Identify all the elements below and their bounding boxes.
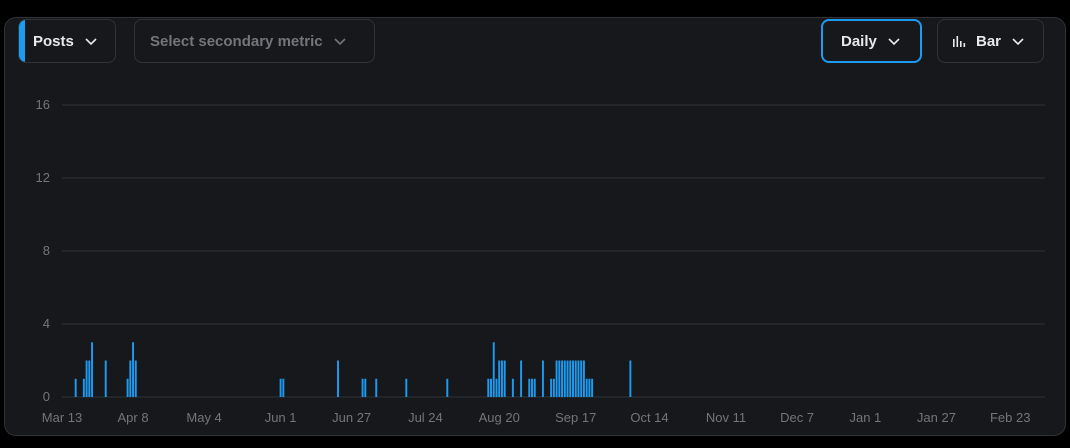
y-tick-label: 4 xyxy=(43,316,50,331)
bar[interactable] xyxy=(585,378,588,397)
x-tick-label: Apr 8 xyxy=(118,410,149,425)
interval-dropdown[interactable]: Daily xyxy=(821,19,922,63)
bar[interactable] xyxy=(282,378,285,397)
bar[interactable] xyxy=(88,360,91,398)
bar[interactable] xyxy=(566,360,569,398)
bar[interactable] xyxy=(572,360,574,398)
x-tick-label: Jun 1 xyxy=(265,410,297,425)
primary-metric-label: Posts xyxy=(33,32,74,50)
chart-type-dropdown[interactable]: Bar xyxy=(937,19,1044,63)
bar[interactable] xyxy=(74,378,77,397)
x-tick-label: Jan 1 xyxy=(849,410,881,425)
bar[interactable] xyxy=(569,360,572,398)
y-tick-label: 12 xyxy=(36,170,50,185)
x-tick-label: May 4 xyxy=(186,410,221,425)
bar[interactable] xyxy=(550,378,553,397)
chevron-down-icon xyxy=(887,34,901,48)
x-tick-label: Jul 24 xyxy=(408,410,443,425)
bar[interactable] xyxy=(132,342,135,397)
x-tick-label: Jan 27 xyxy=(917,410,956,425)
x-tick-label: Nov 11 xyxy=(706,410,746,425)
x-tick-label: Feb 23 xyxy=(990,410,1030,425)
y-axis-tick-labels: 0 4 8 12 16 xyxy=(36,97,50,404)
bar[interactable] xyxy=(552,378,555,397)
bar[interactable] xyxy=(629,360,632,398)
grid-lines xyxy=(62,104,1045,398)
bar[interactable] xyxy=(558,360,561,398)
primary-metric-accent xyxy=(19,20,25,62)
x-axis-tick-labels: Mar 13 Apr 8 May 4 Jun 1 Jun 27 Jul 24 Aug 20 S… xyxy=(42,410,1031,425)
bar[interactable] xyxy=(134,360,137,398)
secondary-metric-dropdown[interactable]: Select secondary metric xyxy=(134,19,375,63)
bar[interactable] xyxy=(364,378,367,397)
bar[interactable] xyxy=(85,360,88,398)
chevron-down-icon xyxy=(1011,34,1025,48)
x-tick-label: Dec 7 xyxy=(780,410,814,425)
bar[interactable] xyxy=(503,360,506,398)
x-tick-label: Aug 20 xyxy=(479,410,520,425)
bar[interactable] xyxy=(126,378,129,397)
chevron-down-icon xyxy=(333,34,347,48)
bar[interactable] xyxy=(495,378,498,397)
bar[interactable] xyxy=(511,378,514,397)
bar[interactable] xyxy=(533,378,536,397)
bar[interactable] xyxy=(498,360,501,398)
bar[interactable] xyxy=(492,342,495,397)
bar[interactable] xyxy=(82,378,85,397)
chevron-down-icon xyxy=(84,34,98,48)
analytics-chart-card xyxy=(4,17,1066,436)
secondary-metric-placeholder: Select secondary metric xyxy=(150,32,323,50)
bar[interactable] xyxy=(446,378,449,397)
chart-type-label: Bar xyxy=(976,32,1002,50)
bar[interactable] xyxy=(561,360,564,398)
primary-metric-dropdown[interactable]: Posts xyxy=(18,19,116,63)
x-tick-label: Jun 27 xyxy=(332,410,371,425)
bar[interactable] xyxy=(361,378,364,397)
y-tick-label: 0 xyxy=(43,389,50,404)
bar[interactable] xyxy=(490,378,492,397)
interval-label: Daily xyxy=(841,32,877,50)
bar[interactable] xyxy=(91,342,94,397)
bar[interactable] xyxy=(541,360,544,398)
bar[interactable] xyxy=(563,360,566,398)
bar-chart-icon xyxy=(952,34,966,48)
bar[interactable] xyxy=(375,378,378,397)
bar[interactable] xyxy=(104,360,107,398)
bar[interactable] xyxy=(591,378,594,397)
bar[interactable] xyxy=(582,360,585,398)
y-tick-label: 8 xyxy=(43,243,50,258)
bar[interactable] xyxy=(405,378,408,397)
y-tick-label: 16 xyxy=(36,97,50,112)
bar[interactable] xyxy=(337,360,339,398)
bar[interactable] xyxy=(574,360,577,398)
x-tick-label: Sep 17 xyxy=(555,410,596,425)
bar[interactable] xyxy=(129,360,132,398)
bar[interactable] xyxy=(487,378,490,397)
bar[interactable] xyxy=(528,378,531,397)
bar[interactable] xyxy=(588,378,591,397)
bar[interactable] xyxy=(577,360,580,398)
bar[interactable] xyxy=(580,360,583,398)
bar[interactable] xyxy=(520,360,523,398)
bar[interactable] xyxy=(555,360,558,398)
bars xyxy=(74,342,632,398)
x-tick-label: Mar 13 xyxy=(42,410,82,425)
bar[interactable] xyxy=(279,378,282,397)
bar[interactable] xyxy=(500,360,503,398)
x-tick-label: Oct 14 xyxy=(630,410,668,425)
bar[interactable] xyxy=(531,378,533,397)
